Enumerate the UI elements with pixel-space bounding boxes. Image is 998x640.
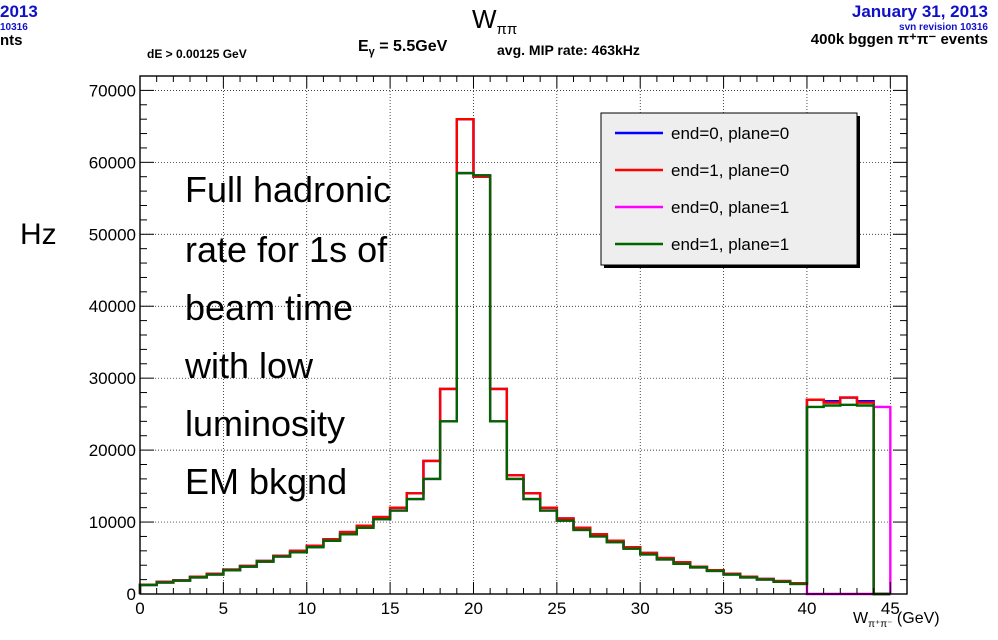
legend-entry: end=0, plane=0 [671,124,789,143]
energy-cut: dE > 0.00125 GeV [147,47,247,61]
plot-title-sub: ππ [496,21,518,39]
x-tick-label: 15 [381,599,400,618]
legend-box [600,112,858,266]
plot-title: Wππ [472,4,517,38]
beam-energy-sub: γ [368,46,375,59]
legend-entry: end=1, plane=0 [671,161,789,180]
x-axis-label-sub: π⁺π⁻ [868,619,893,631]
annotation-line: rate for 1s of [185,229,388,270]
y-tick-label: 0 [127,585,136,604]
right-events: 400k bggen π⁺π⁻ events [810,31,988,48]
ticks-group: 0 5 10 15 20 25 30 35 40 45 0 10000 20000 30000 40000 5… [89,75,908,618]
x-tick-label: 45 [881,599,900,618]
y-tick-label: 10000 [89,513,136,532]
x-tick-label: 20 [464,599,483,618]
x-tick-label: 25 [547,599,566,618]
right-revision: svn revision 10316 [899,22,988,33]
x-tick-label: 30 [631,599,650,618]
left-revision: 10316 [0,22,28,33]
x-axis-label: Wπ⁺π⁻ (GeV) [853,610,940,630]
legend-entry: end=1, plane=1 [671,235,789,254]
y-tick-label: 40000 [89,297,136,316]
right-date: January 31, 2013 [851,2,988,21]
legend-entry: end=0, plane=1 [671,198,789,217]
x-tick-label: 5 [219,599,228,618]
left-events: nts [0,32,23,49]
annotation-line: Full hadronic [185,169,392,210]
annotation-line: beam time [185,287,354,328]
x-axis-label-unit: (GeV) [892,610,940,627]
y-tick-label: 60000 [89,153,136,172]
series-group [138,117,892,596]
x-tick-label: 0 [135,599,144,618]
y-tick-label: 50000 [89,225,136,244]
annotation-line: EM bkgnd [185,461,348,502]
mip-rate: avg. MIP rate: 463kHz [497,42,640,58]
x-axis-label-main: W [853,610,869,627]
beam-energy: Eγ = 5.5GeV [358,38,447,58]
annotation-line: with low [185,345,314,386]
beam-energy-value: = 5.5GeV [374,38,448,55]
series-line-3 [138,171,891,596]
y-tick-label: 70000 [89,81,136,100]
beam-energy-label: E [358,38,369,55]
x-tick-label: 35 [714,599,733,618]
legend: end=0, plane=0 end=1, plane=0 end=0, plane… [600,112,860,268]
x-tick-label: 10 [297,599,316,618]
x-tick-label: 40 [797,599,816,618]
plot-title-main: W [472,4,497,34]
y-tick-label: 30000 [89,369,136,388]
y-tick-label: 20000 [89,441,136,460]
y-axis-label: Hz [20,218,57,251]
annotation-line: luminosity [185,403,346,444]
annotation-block: Full hadronic rate for 1s of beam time w… [185,172,391,522]
left-date: 2013 [0,2,38,21]
